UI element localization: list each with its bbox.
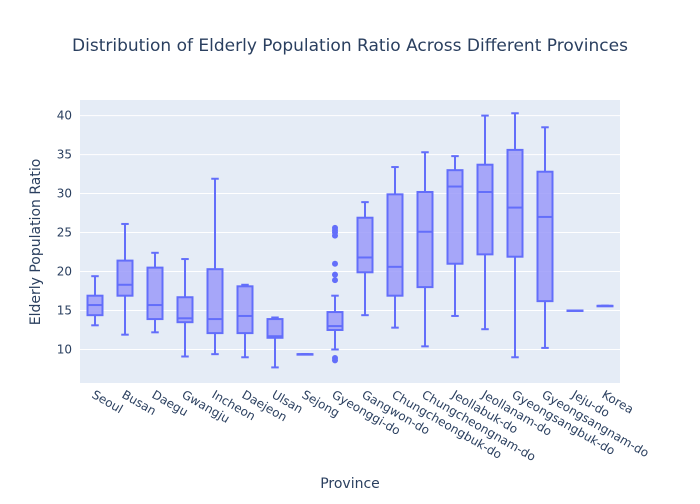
y-tick-labels: 10 15 20 25 30 35 40	[57, 109, 72, 357]
iqr-box	[356, 216, 374, 274]
box-gyeonggi-do[interactable]	[326, 224, 344, 364]
iqr-box	[176, 296, 194, 324]
iqr-box	[476, 163, 494, 256]
y-axis-label: Elderly Population Ratio	[28, 159, 44, 326]
iqr-box	[416, 190, 434, 289]
iqr-box	[206, 268, 224, 335]
box-incheon[interactable]	[206, 177, 224, 356]
box-gangwon-do[interactable]	[356, 201, 374, 317]
iqr-box	[236, 285, 254, 335]
y-tick-label: 35	[57, 148, 72, 162]
outlier-point	[332, 260, 338, 267]
box-daegu[interactable]	[146, 251, 164, 334]
box-chungcheongbuk-do[interactable]	[386, 166, 404, 329]
iqr-box	[506, 148, 524, 258]
y-tick-label: 40	[57, 109, 72, 123]
iqr-box	[446, 169, 464, 265]
outlier-point	[332, 271, 338, 278]
box-jeollanam-do[interactable]	[476, 114, 494, 331]
plot-area	[80, 100, 620, 383]
iqr-box	[266, 318, 284, 339]
iqr-box	[116, 259, 134, 297]
box-sejong[interactable]	[296, 353, 314, 356]
outlier-point	[332, 355, 338, 362]
outlier-point	[332, 224, 338, 231]
chart-title: Distribution of Elderly Population Ratio…	[72, 36, 628, 56]
iqr-box	[386, 193, 404, 297]
box-gyeongsangnam-do[interactable]	[536, 126, 554, 349]
y-tick-label: 25	[57, 226, 72, 240]
box-busan[interactable]	[116, 222, 134, 336]
x-axis-label: Province	[320, 476, 380, 492]
y-tick-label: 10	[57, 342, 72, 356]
boxes-layer	[86, 112, 614, 369]
box-jeju-do[interactable]	[566, 309, 584, 312]
box-gyeongsangbuk-do[interactable]	[506, 112, 524, 359]
box-seoul[interactable]	[86, 275, 104, 327]
box-ulsan[interactable]	[266, 316, 284, 369]
y-tick-label: 15	[57, 303, 72, 317]
box-jeollabuk-do[interactable]	[446, 155, 464, 317]
box-korea[interactable]	[596, 304, 614, 308]
iqr-box	[146, 266, 164, 321]
gridlines	[80, 115, 620, 350]
box-daejeon[interactable]	[236, 283, 254, 359]
iqr-box	[326, 311, 344, 331]
outlier-point	[332, 277, 338, 284]
box-chungcheongnam-do[interactable]	[416, 151, 434, 348]
box-gwangju[interactable]	[176, 258, 194, 358]
y-tick-label: 20	[57, 265, 72, 279]
y-tick-label: 30	[57, 187, 72, 201]
iqr-box	[536, 170, 554, 303]
